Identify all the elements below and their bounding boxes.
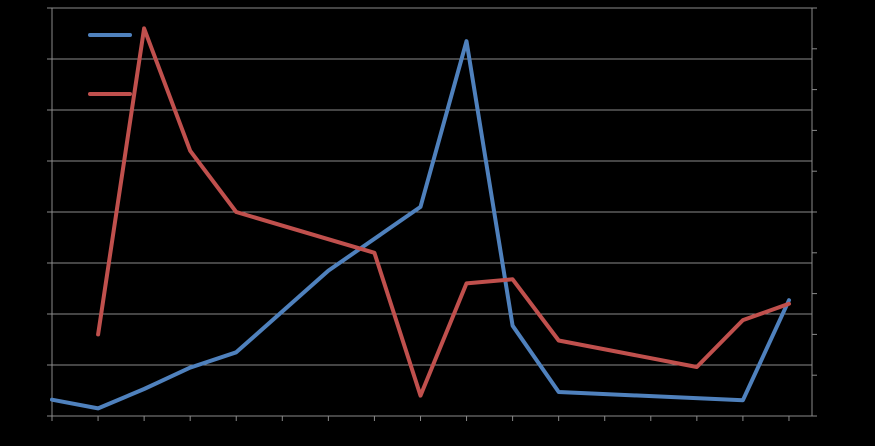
series-lines <box>50 26 791 411</box>
legend <box>88 33 132 96</box>
gridlines <box>52 7 812 417</box>
series-1-line <box>50 39 791 411</box>
axes <box>47 7 817 421</box>
series-2-line <box>96 26 791 398</box>
